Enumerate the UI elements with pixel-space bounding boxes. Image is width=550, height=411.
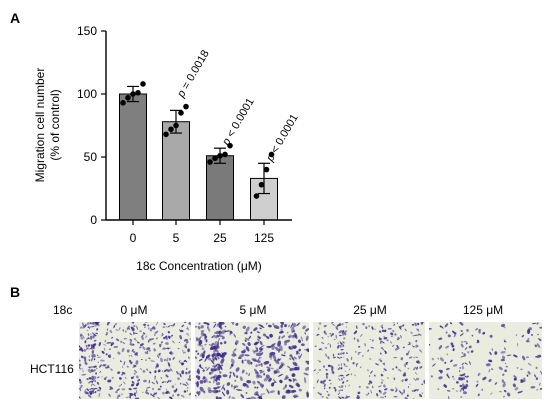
p-value-annotation-125: p < 0.0001 xyxy=(264,112,301,164)
data-point-5-3 xyxy=(178,110,184,116)
micrograph-image xyxy=(429,322,542,399)
x-tick-label-5: 5 xyxy=(173,231,180,245)
migration-bar-chart: 0 50 100 150 0 5 25 125 18c Concentration (μM) Mi… xyxy=(33,24,301,273)
bar-25 xyxy=(206,155,234,221)
data-point-0-0 xyxy=(120,100,126,106)
data-point-5-1 xyxy=(168,126,174,133)
micrograph-0um xyxy=(79,322,191,399)
y-axis-title-line1: Migration cell number xyxy=(33,68,47,183)
data-point-125-1 xyxy=(258,181,265,188)
data-point-0-1 xyxy=(125,94,131,101)
data-point-5-4 xyxy=(183,103,189,110)
micrograph-25um xyxy=(313,322,425,399)
data-point-125-0 xyxy=(253,193,260,199)
panel-b-label: B xyxy=(10,284,21,300)
data-point-25-1 xyxy=(212,155,218,162)
x-tick-label-25: 25 xyxy=(213,231,227,245)
y-tick-label-50: 50 xyxy=(84,150,98,164)
column-header-0: 0 μM xyxy=(120,303,148,317)
data-point-0-3 xyxy=(135,89,141,96)
p-value-annotation-25: p < 0.0001 xyxy=(220,96,257,148)
data-point-25-4 xyxy=(227,142,233,149)
x-axis-title: 18c Concentration (μM) xyxy=(136,259,262,273)
y-tick-label-0: 0 xyxy=(90,213,97,227)
x-tick-label-125: 125 xyxy=(254,231,274,245)
cell-line-label: HCT116 xyxy=(30,362,74,376)
y-tick-label-100: 100 xyxy=(77,87,97,101)
column-header-1: 5 μM xyxy=(239,303,267,317)
data-point-0-4 xyxy=(140,81,146,87)
column-header-3: 125 μM xyxy=(462,303,504,317)
data-point-0-2 xyxy=(130,91,136,97)
bar-0 xyxy=(119,93,147,221)
x-tick-label-0: 0 xyxy=(130,231,137,245)
data-point-5-2 xyxy=(173,122,179,129)
data-point-5-0 xyxy=(163,131,169,138)
data-point-125-3 xyxy=(268,151,275,158)
y-axis-title-line2: (% of control) xyxy=(48,89,62,160)
micrograph-5um xyxy=(195,322,309,399)
p-value-annotation-5: p = 0.0018 xyxy=(175,48,212,100)
panel-a-label: A xyxy=(10,10,21,26)
micrograph-image xyxy=(79,322,191,399)
y-tick-label-150: 150 xyxy=(77,24,97,38)
column-header-2: 25 μM xyxy=(353,303,387,317)
data-point-25-2 xyxy=(217,152,223,159)
micrograph-image xyxy=(313,322,425,399)
data-point-25-3 xyxy=(222,151,228,158)
micrograph-image xyxy=(195,322,309,399)
micrograph-125um xyxy=(429,322,542,399)
data-point-25-0 xyxy=(207,159,213,165)
compound-label: 18c xyxy=(53,303,73,317)
data-point-125-2 xyxy=(263,166,270,173)
